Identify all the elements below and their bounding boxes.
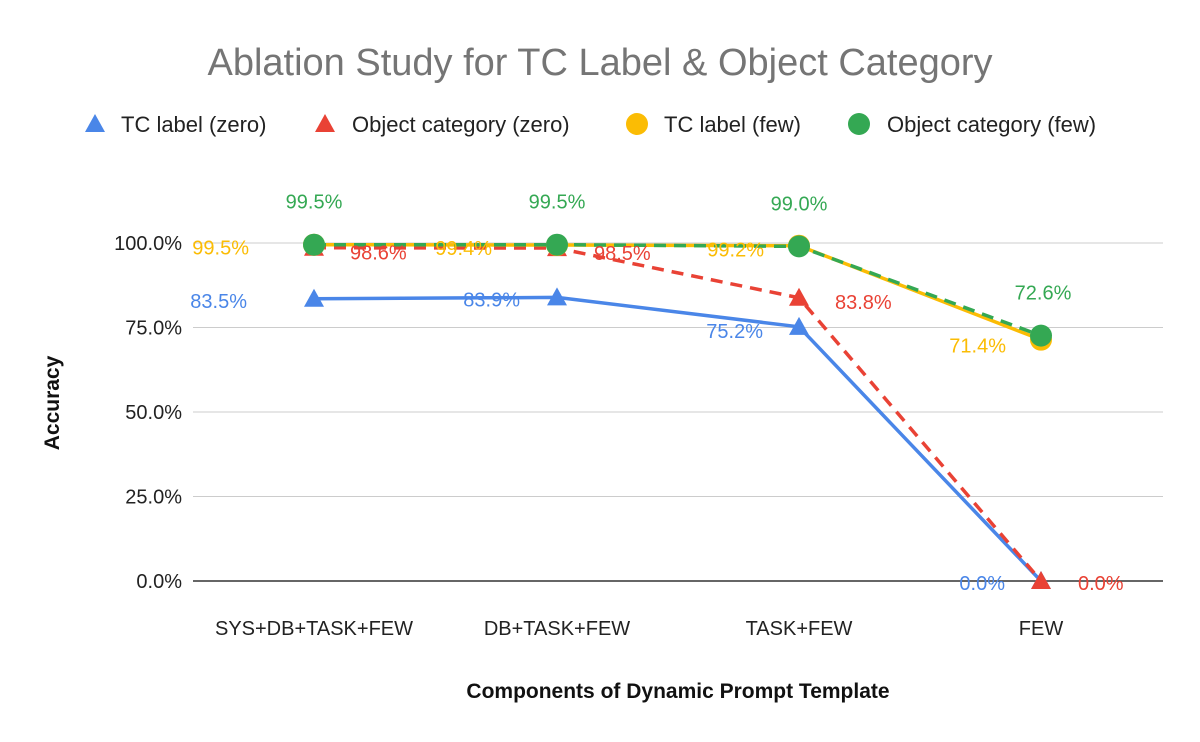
legend-label: TC label (few) — [664, 112, 801, 137]
legend-label: Object category (zero) — [352, 112, 570, 137]
data-point-object-category-few — [303, 233, 325, 256]
data-point-tc-label-zero — [789, 316, 809, 335]
data-label-tc-label-few: 99.2% — [707, 240, 764, 262]
data-label-tc-label-zero: 0.0% — [959, 573, 1005, 595]
data-label-object-category-few: 99.5% — [529, 192, 586, 214]
x-tick-label: DB+TASK+FEW — [484, 618, 630, 640]
data-point-object-category-zero — [1031, 571, 1051, 589]
x-axis-title: Components of Dynamic Prompt Template — [466, 680, 889, 703]
data-label-tc-label-zero: 83.5% — [190, 291, 247, 313]
legend-circle-marker — [848, 113, 870, 135]
legend-triangle-marker — [85, 114, 105, 132]
data-point-tc-label-zero — [547, 287, 567, 306]
legend-item-tc-label-few: TC label (few) — [626, 112, 801, 137]
data-label-tc-label-zero: 75.2% — [706, 321, 763, 343]
data-point-object-category-zero — [789, 287, 809, 306]
data-label-tc-label-few: 99.5% — [192, 238, 249, 260]
data-point-object-category-few — [788, 235, 810, 258]
chart-title: Ablation Study for TC Label & Object Cat… — [207, 42, 992, 84]
y-tick-label: 50.0% — [125, 402, 182, 424]
data-label-object-category-few: 99.0% — [771, 193, 828, 215]
data-label-object-category-few: 99.5% — [286, 192, 343, 214]
y-tick-label: 0.0% — [136, 571, 182, 593]
data-label-tc-label-few: 99.4% — [435, 238, 492, 260]
legend-circle-marker — [626, 113, 648, 135]
y-tick-label: 25.0% — [125, 487, 182, 509]
series-line-object-category-few — [314, 242, 1042, 338]
data-label-object-category-few: 72.6% — [1015, 283, 1072, 305]
data-labels: 83.5% 83.9% 75.2% 0.0% 98.6% 98.5% 83.8% 0.0% 99… — [190, 192, 1124, 595]
x-tick-label: SYS+DB+TASK+FEW — [215, 618, 413, 640]
data-label-object-category-zero: 98.5% — [594, 243, 651, 265]
series-lines — [313, 242, 1043, 583]
series-line-tc-label-zero — [313, 295, 1043, 583]
data-label-object-category-zero: 83.8% — [835, 292, 892, 314]
series-markers — [303, 233, 1052, 589]
data-label-object-category-zero: 0.0% — [1078, 573, 1124, 595]
legend: TC label (zero) Object category (zero) TC … — [85, 112, 1096, 137]
y-tick-label: 100.0% — [114, 233, 182, 255]
x-axis-ticks: SYS+DB+TASK+FEW DB+TASK+FEW TASK+FEW FEW — [215, 618, 1063, 640]
legend-item-object-category-zero: Object category (zero) — [315, 112, 570, 137]
data-point-object-category-few — [1030, 324, 1052, 347]
legend-label: Object category (few) — [887, 112, 1096, 137]
data-label-tc-label-zero: 83.9% — [463, 289, 520, 311]
data-label-object-category-zero: 98.6% — [350, 243, 407, 265]
data-point-object-category-few — [546, 233, 568, 256]
legend-triangle-marker — [315, 114, 335, 132]
legend-item-tc-label-zero: TC label (zero) — [85, 112, 266, 137]
y-tick-label: 75.0% — [125, 318, 182, 340]
data-point-tc-label-zero — [304, 288, 324, 307]
data-label-tc-label-few: 71.4% — [949, 336, 1006, 358]
legend-label: TC label (zero) — [121, 112, 266, 137]
y-axis-ticks: 0.0% 25.0% 50.0% 75.0% 100.0% — [114, 233, 182, 593]
series-line-object-category-zero — [313, 245, 1043, 583]
x-tick-label: TASK+FEW — [746, 618, 853, 640]
x-tick-label: FEW — [1019, 618, 1064, 640]
legend-item-object-category-few: Object category (few) — [848, 112, 1096, 137]
y-axis-title: Accuracy — [41, 355, 64, 450]
series-line-tc-label-few — [313, 242, 1042, 342]
